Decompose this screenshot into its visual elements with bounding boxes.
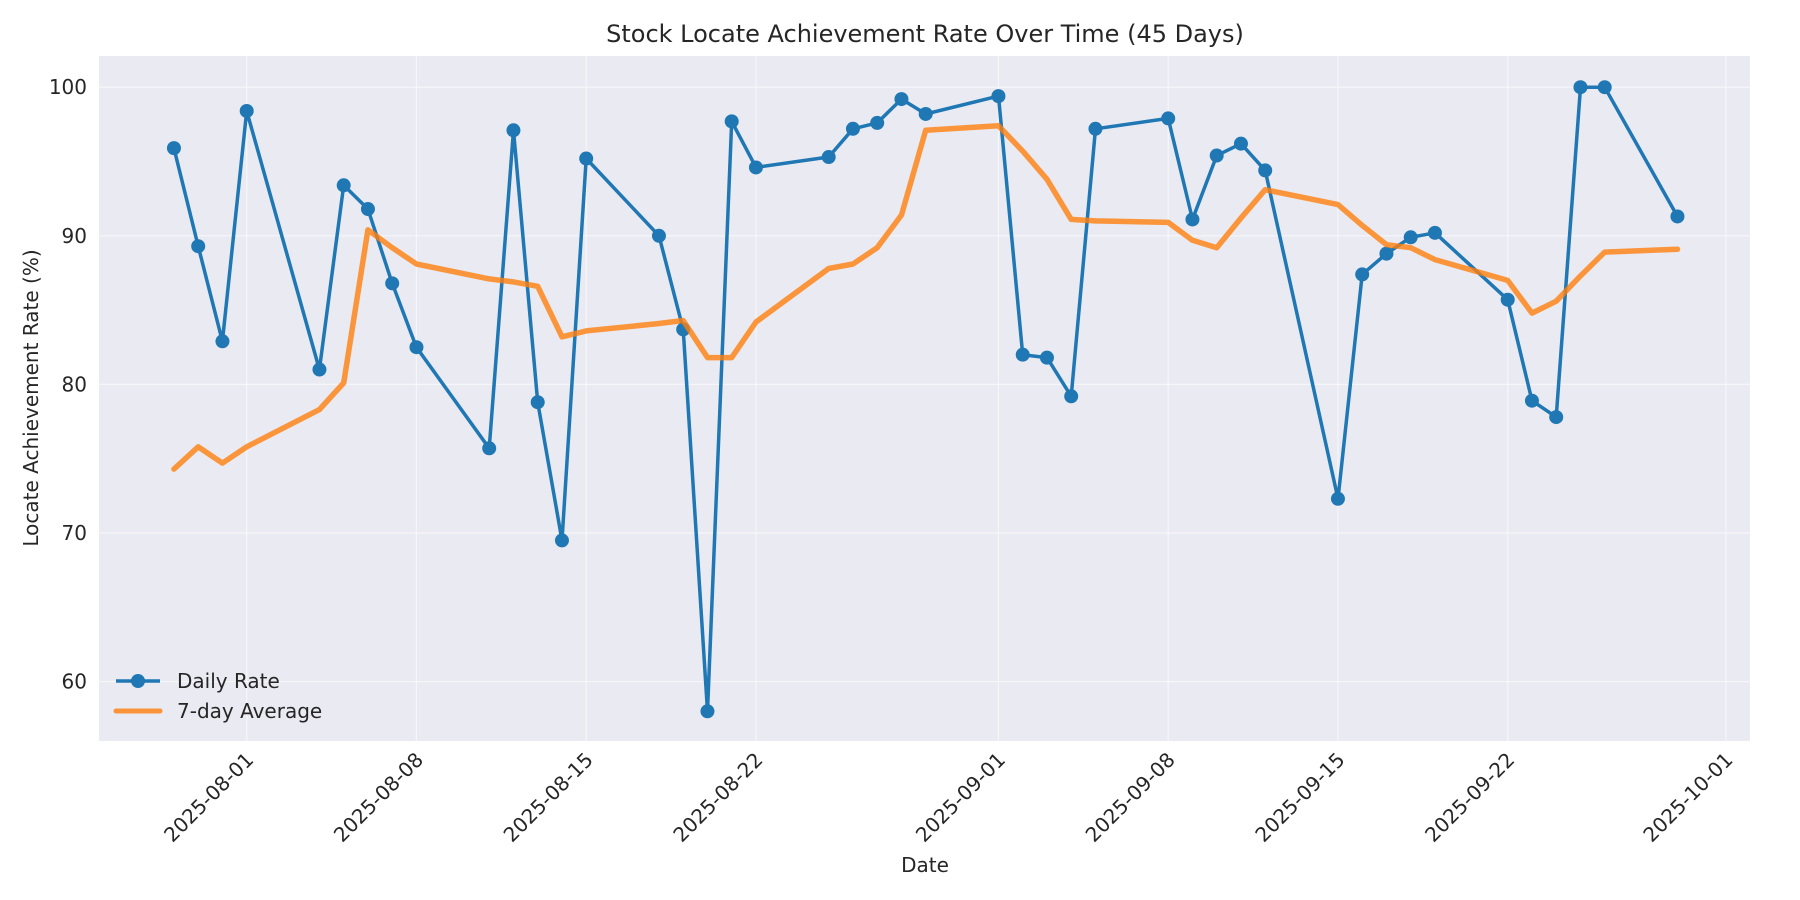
x-tick-label: 2025-09-01 (911, 748, 1010, 847)
x-tick-label: 2025-09-15 (1250, 748, 1349, 847)
y-tick-label: 80 (62, 372, 87, 396)
legend-label: 7-day Average (177, 699, 322, 723)
x-axis-label: Date (901, 853, 949, 877)
daily-rate-point (651, 228, 666, 243)
daily-rate-point (530, 395, 545, 410)
daily-rate-point (482, 441, 497, 456)
daily-rate-point (1355, 267, 1370, 282)
legend-item-7-day-average: 7-day Average (113, 699, 322, 723)
daily-rate-point (1670, 209, 1685, 224)
daily-rate-point (1549, 410, 1564, 425)
daily-rate-point (1209, 148, 1224, 163)
daily-rate-point (1500, 292, 1515, 307)
daily-rate-point (215, 334, 230, 349)
legend-item-daily-rate: Daily Rate (116, 669, 280, 693)
daily-rate-point (1573, 80, 1588, 95)
daily-rate-point (724, 114, 739, 129)
daily-rate-point (1524, 393, 1539, 408)
daily-rate-point (894, 92, 909, 107)
legend-marker-icon (131, 674, 145, 688)
x-tick-label: 2025-08-08 (329, 748, 428, 847)
daily-rate-point (1064, 389, 1079, 404)
daily-rate-point (1185, 212, 1200, 227)
daily-rate-point (239, 103, 254, 118)
daily-rate-point (360, 202, 375, 217)
daily-rate-point (385, 276, 400, 291)
daily-rate-point (336, 178, 351, 193)
x-tick-label: 2025-08-22 (668, 748, 767, 847)
plot-area (99, 56, 1750, 741)
daily-rate-point (1258, 163, 1273, 178)
y-tick-label: 100 (49, 75, 87, 99)
daily-rate-point (1330, 491, 1345, 506)
y-tick-label: 60 (62, 670, 87, 694)
daily-rate-point (579, 151, 594, 166)
x-tick-label: 2025-10-01 (1638, 748, 1737, 847)
daily-rate-point (1427, 225, 1442, 240)
daily-rate-point (312, 362, 327, 377)
daily-rate-point (821, 150, 836, 165)
x-tick-label: 2025-09-08 (1081, 748, 1180, 847)
daily-rate-point (1379, 246, 1394, 261)
daily-rate-point (1233, 136, 1248, 151)
x-axis-ticks: 2025-08-01 2025-08-08 2025-08-15 2025-08-22… (159, 748, 1737, 847)
daily-rate-point (870, 115, 885, 130)
daily-rate-point (1597, 80, 1612, 95)
daily-rate-point (1161, 111, 1176, 126)
daily-rate-point (166, 141, 181, 156)
legend: Daily Rate 7-day Average (113, 669, 322, 723)
daily-rate-point (554, 533, 569, 548)
y-axis-ticks: 60 70 80 90 100 (49, 75, 87, 693)
legend-label: Daily Rate (177, 669, 280, 693)
y-tick-label: 70 (62, 521, 87, 545)
daily-rate-point (918, 106, 933, 121)
daily-rate-point (991, 89, 1006, 104)
daily-rate-point (1039, 350, 1054, 365)
daily-rate-point (1088, 121, 1103, 136)
daily-rate-point (845, 121, 860, 136)
x-tick-label: 2025-08-15 (499, 748, 598, 847)
x-tick-label: 2025-08-01 (159, 748, 258, 847)
grid-lines (99, 56, 1750, 741)
daily-rate-point (1015, 347, 1030, 362)
daily-rate-point (748, 160, 763, 175)
daily-rate-point (191, 239, 206, 254)
series-layer (166, 80, 1685, 719)
chart-title: Stock Locate Achievement Rate Over Time … (606, 20, 1244, 48)
daily-rate-point (506, 123, 521, 138)
seven-day-average-line (171, 123, 1681, 472)
daily-rate-point (700, 704, 715, 719)
x-tick-label: 2025-09-22 (1420, 748, 1519, 847)
daily-rate-point (409, 340, 424, 355)
y-axis-label: Locate Achievement Rate (%) (19, 249, 43, 546)
daily-rate-point (1403, 230, 1418, 245)
y-tick-label: 90 (62, 224, 87, 248)
